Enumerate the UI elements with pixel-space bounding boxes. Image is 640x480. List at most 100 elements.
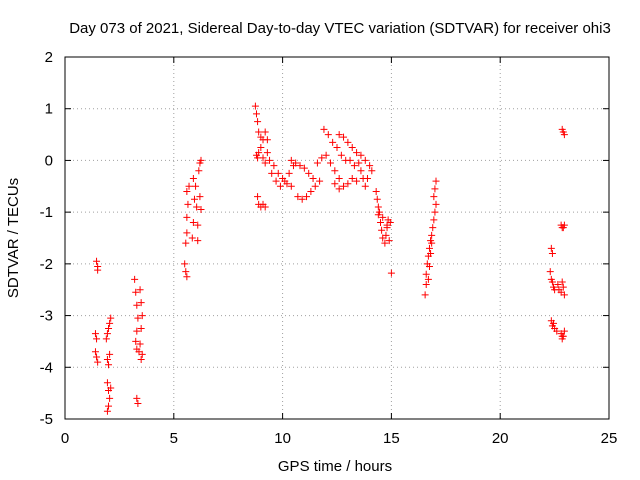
data-point: [311, 182, 319, 190]
data-point: [281, 177, 289, 185]
data-point: [374, 203, 382, 211]
data-point: [432, 177, 440, 185]
data-point: [432, 200, 440, 208]
x-tick-label: 10: [274, 430, 291, 447]
data-point: [422, 270, 430, 278]
data-point: [106, 319, 114, 327]
data-point: [357, 151, 365, 159]
y-axis-label: SDTVAR / TECUs: [5, 178, 22, 298]
data-point: [190, 195, 198, 203]
data-point: [335, 185, 343, 193]
data-point: [344, 180, 352, 188]
data-point: [136, 286, 144, 294]
data-point: [184, 200, 192, 208]
data-point: [373, 195, 381, 203]
data-point: [300, 164, 308, 172]
data-point: [292, 159, 300, 167]
data-point: [259, 154, 267, 162]
data-point: [298, 195, 306, 203]
y-tick-label: 0: [45, 152, 53, 169]
y-tick-label: 2: [45, 49, 53, 66]
data-point: [255, 128, 263, 136]
grid-layer: [65, 57, 609, 419]
data-point: [106, 350, 114, 358]
data-point: [137, 356, 145, 364]
data-point: [192, 182, 200, 190]
x-tick-label: 15: [383, 430, 400, 447]
x-tick-label: 5: [170, 430, 178, 447]
data-point: [194, 237, 202, 245]
data-point: [307, 187, 315, 195]
data-point: [272, 177, 280, 185]
data-point: [285, 169, 293, 177]
data-point: [261, 203, 269, 211]
data-point: [374, 211, 382, 219]
data-point: [558, 278, 566, 286]
data-point: [137, 325, 145, 332]
data-point: [313, 159, 321, 167]
data-point: [425, 262, 433, 270]
data-point: [102, 335, 110, 343]
data-point: [107, 314, 115, 322]
axis-ticks: 0 5 10 15 20 25 -5 -4 -3 -2 -1 0 1 2: [40, 49, 618, 447]
data-point: [350, 162, 358, 170]
data-point: [340, 182, 348, 190]
data-point: [560, 327, 568, 335]
data-point: [337, 151, 345, 159]
data-point: [103, 330, 111, 338]
data-point: [559, 283, 567, 291]
data-point: [546, 268, 554, 276]
data-point: [133, 301, 141, 309]
data-point: [138, 312, 146, 320]
data-point: [195, 167, 203, 175]
data-point: [346, 156, 354, 164]
data-point: [348, 175, 356, 183]
data-point: [182, 239, 190, 247]
chart-title: Day 073 of 2021, Sidereal Day-to-day VTE…: [69, 20, 611, 37]
data-point: [185, 182, 193, 190]
data-point: [422, 281, 430, 289]
data-point: [106, 394, 114, 402]
data-point: [254, 193, 262, 201]
data-point: [421, 291, 429, 299]
data-point: [387, 269, 395, 277]
data-point: [251, 102, 259, 110]
data-point: [424, 275, 432, 283]
data-point: [266, 156, 274, 164]
data-point: [183, 187, 191, 195]
data-point: [261, 159, 269, 167]
data-point: [331, 167, 339, 175]
data-point: [554, 281, 562, 289]
y-tick-label: -1: [40, 204, 53, 221]
data-point: [296, 162, 304, 170]
data-point: [105, 361, 113, 369]
data-point: [560, 131, 568, 139]
data-point: [181, 260, 189, 268]
y-tick-label: -2: [40, 256, 53, 273]
data-point: [287, 156, 295, 164]
data-point: [270, 162, 278, 170]
data-point: [357, 167, 365, 175]
data-point: [316, 177, 324, 185]
data-point: [329, 138, 337, 146]
data-point: [560, 291, 568, 299]
data-point: [378, 226, 386, 234]
data-point: [136, 340, 144, 348]
data-point: [91, 330, 99, 338]
data-point: [372, 187, 380, 195]
data-series: [91, 102, 568, 415]
data-point: [287, 182, 295, 190]
data-point: [183, 273, 191, 281]
data-point: [93, 257, 101, 265]
data-point: [197, 156, 205, 164]
data-point: [560, 221, 568, 229]
data-point: [355, 159, 363, 167]
data-point: [427, 250, 435, 258]
data-point: [188, 234, 196, 242]
data-point: [303, 193, 311, 201]
data-point: [103, 379, 111, 387]
data-point: [383, 221, 391, 229]
data-point: [196, 193, 204, 201]
data-point: [254, 118, 262, 126]
